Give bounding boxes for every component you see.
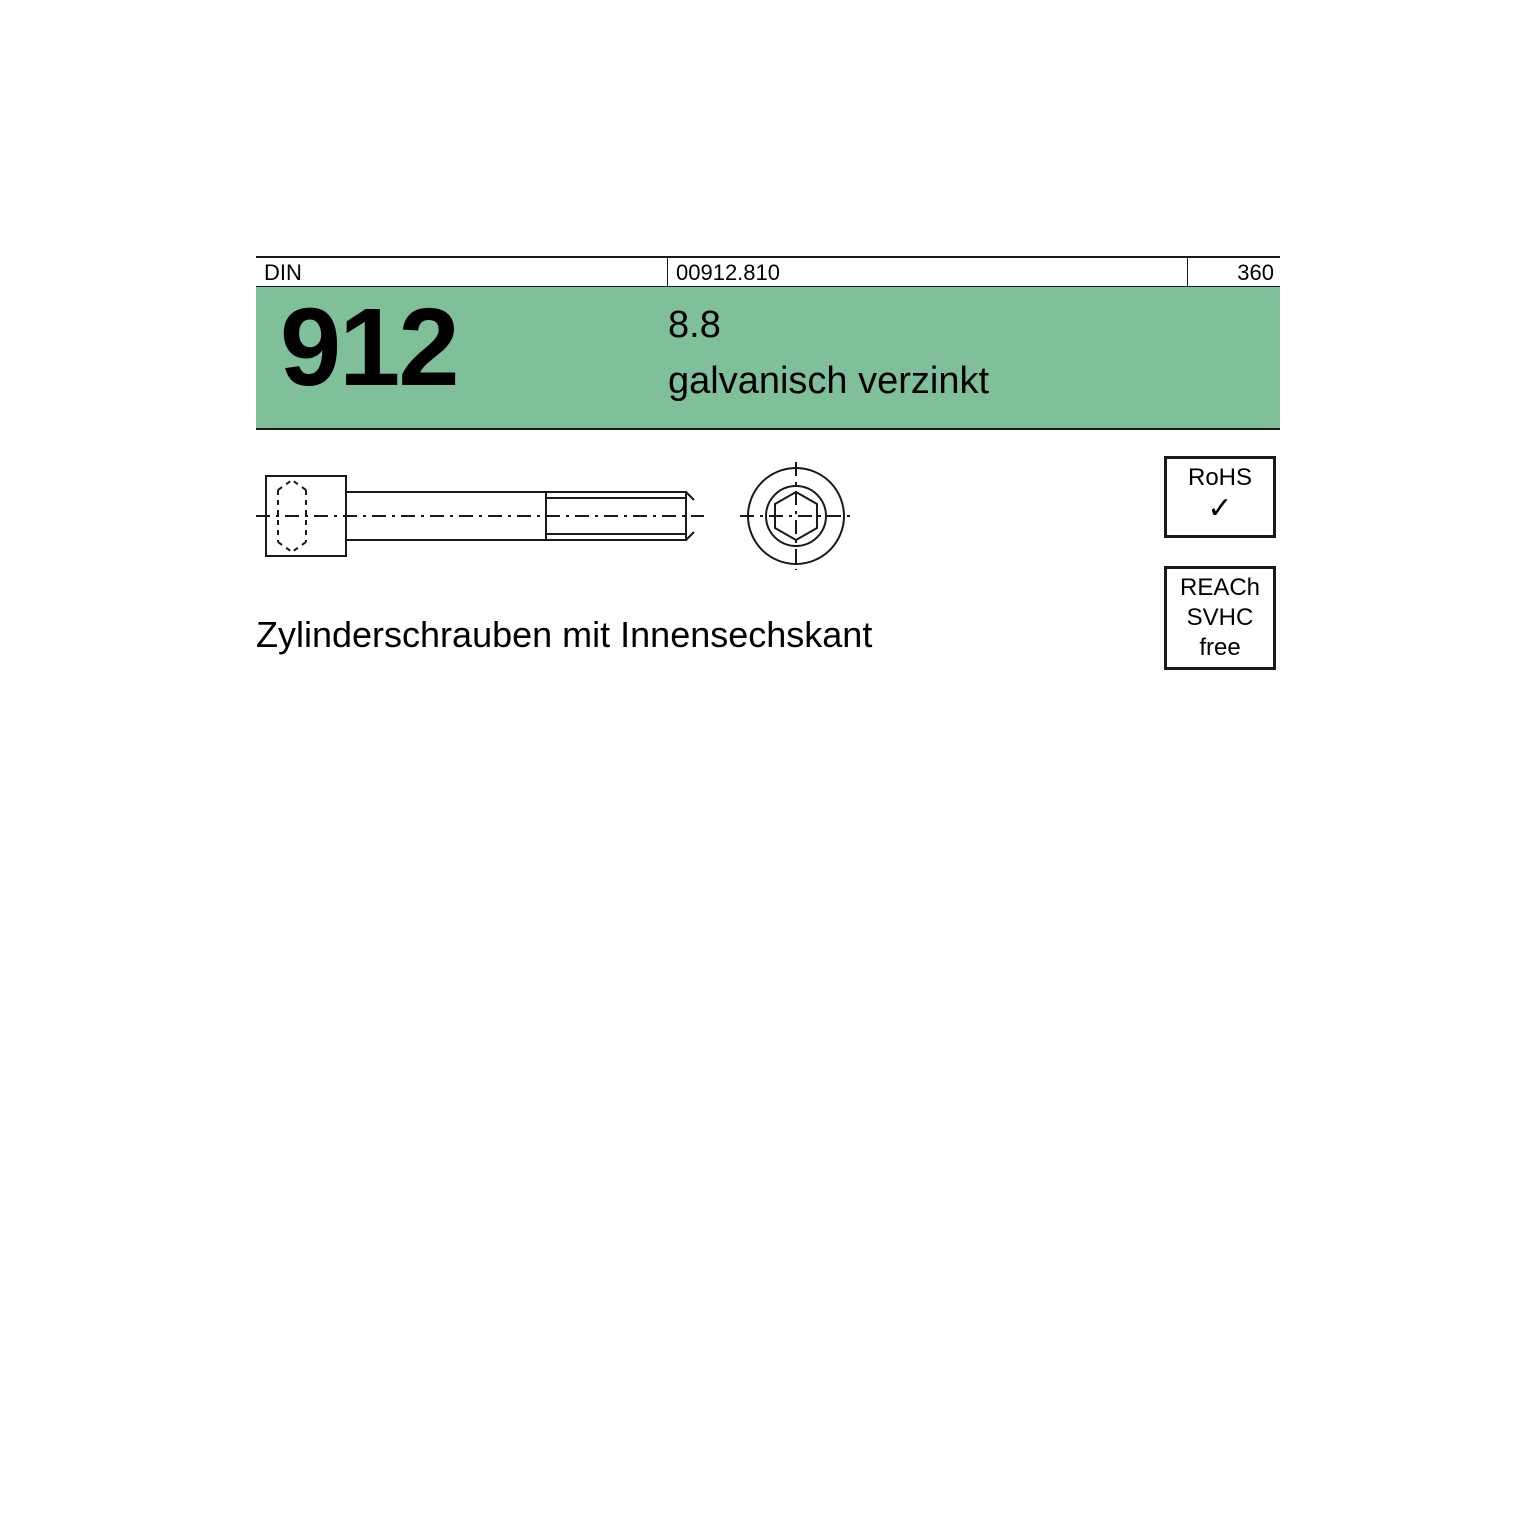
rohs-label: RoHS <box>1169 463 1271 493</box>
header-row: DIN 00912.810 360 <box>256 256 1280 287</box>
surface-finish: galvanisch verzinkt <box>668 353 1280 409</box>
rohs-badge: RoHS ✓ <box>1164 456 1276 538</box>
header-article-code: 00912.810 <box>668 258 1188 286</box>
standard-band: 912 8.8 galvanisch verzinkt <box>256 287 1280 430</box>
header-standard: DIN <box>256 258 668 286</box>
standard-number: 912 <box>256 287 668 428</box>
standard-properties: 8.8 galvanisch verzinkt <box>668 287 1280 428</box>
header-page-ref: 360 <box>1188 258 1280 286</box>
reach-line2: SVHC <box>1169 603 1271 633</box>
reach-badge: REACh SVHC free <box>1164 566 1276 670</box>
reach-line3: free <box>1169 633 1271 663</box>
screw-drawing <box>256 456 876 576</box>
product-title: Zylinderschrauben mit Innensechskant <box>256 614 872 656</box>
reach-line1: REACh <box>1169 573 1271 603</box>
strength-grade: 8.8 <box>668 297 1280 353</box>
check-icon: ✓ <box>1169 493 1271 525</box>
spec-card: DIN 00912.810 360 912 8.8 galvanisch ver… <box>256 256 1280 1280</box>
